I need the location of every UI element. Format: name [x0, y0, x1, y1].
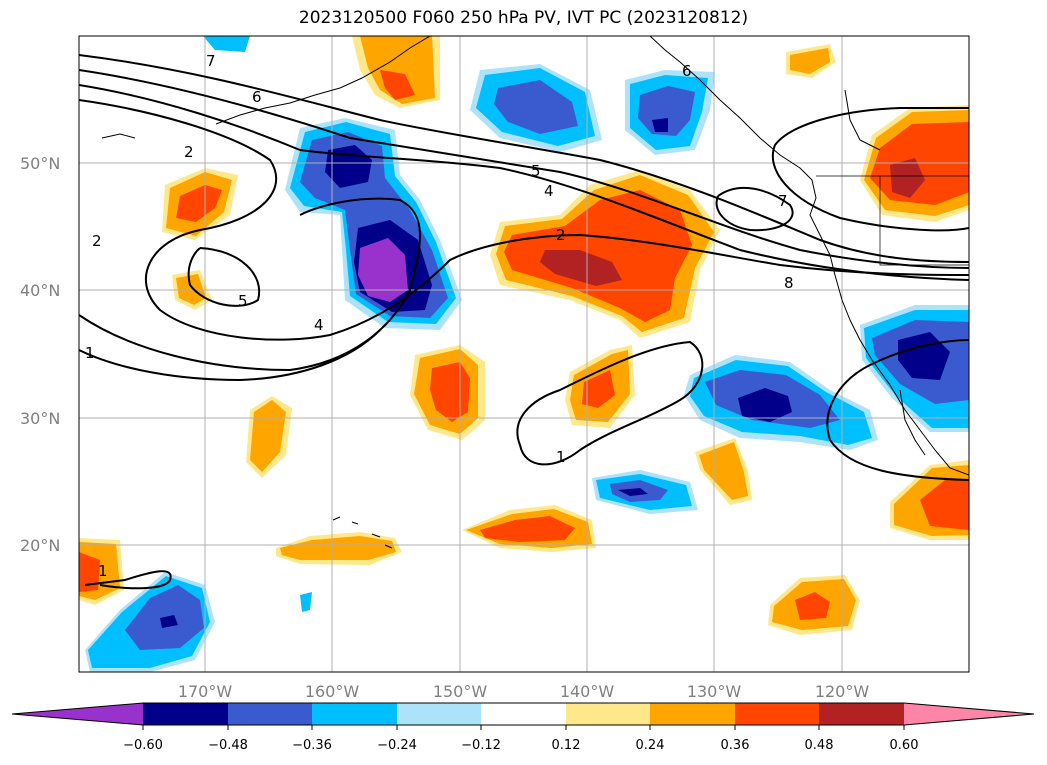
coastlines [101, 36, 969, 549]
colorbar-segment-high [904, 703, 1034, 725]
colorbar-segment [819, 703, 904, 725]
colorbar-segment [312, 703, 397, 725]
lon-label-150w: 150°W [433, 682, 488, 701]
colorbar-tick-label: 0.60 [890, 738, 919, 753]
contour-label: 1 [556, 448, 566, 466]
lon-label-120w: 120°W [815, 682, 870, 701]
colorbar-tick-label: −0.60 [123, 738, 163, 753]
colorbar-segment [481, 703, 566, 725]
contour-label: 6 [682, 62, 692, 80]
lat-label-20n: 20°N [20, 536, 60, 555]
contour-label: 8 [784, 274, 794, 292]
colorbar-tick-label: −0.36 [292, 738, 332, 753]
colorbar-segment-low [12, 703, 143, 725]
contour-label: 5 [531, 162, 541, 180]
colorbar-tick-label: −0.24 [377, 738, 417, 753]
colorbar-tick-label: −0.12 [461, 738, 501, 753]
lon-label-160w: 160°W [305, 682, 360, 701]
page-title: 2023120500 F060 250 hPa PV, IVT PC (2023… [298, 8, 749, 28]
lat-label-30n: 30°N [20, 409, 60, 428]
colorbar-tick-label: 0.12 [552, 738, 581, 753]
contour-label: 4 [314, 316, 324, 334]
colorbar-segment [650, 703, 735, 725]
lon-label-170w: 170°W [178, 682, 233, 701]
colorbar-tick-label: 0.36 [721, 738, 750, 753]
ivt-contours [79, 54, 969, 590]
contour-label: 6 [252, 88, 262, 106]
colorbar-tick-label: −0.48 [208, 738, 248, 753]
contour-label: 7 [206, 52, 216, 70]
contour-label: 4 [544, 182, 554, 200]
colorbar: −0.60 −0.48 −0.36 −0.24 −0.12 0.12 0.24 … [11, 702, 1035, 753]
colorbar-segment [735, 703, 819, 725]
contour-label: 5 [238, 292, 248, 310]
colorbar-segment [143, 703, 228, 725]
lon-label-140w: 140°W [560, 682, 615, 701]
colorbar-segment [228, 703, 312, 725]
contour-label: 1 [85, 344, 95, 362]
contour-label: 2 [556, 226, 566, 244]
contour-label: 7 [778, 192, 788, 210]
colorbar-segment [397, 703, 481, 725]
colorbar-segment [566, 703, 650, 725]
contour-label: 2 [92, 232, 102, 250]
lon-label-130w: 130°W [687, 682, 742, 701]
map-frame [78, 35, 970, 673]
contour-label: 2 [184, 143, 194, 161]
contour-label: 1 [98, 562, 108, 580]
colorbar-tick-label: 0.48 [805, 738, 834, 753]
lat-label-50n: 50°N [20, 154, 60, 173]
colorbar-tick-label: 0.24 [636, 738, 665, 753]
graticule [79, 36, 969, 672]
lat-label-40n: 40°N [20, 281, 60, 300]
